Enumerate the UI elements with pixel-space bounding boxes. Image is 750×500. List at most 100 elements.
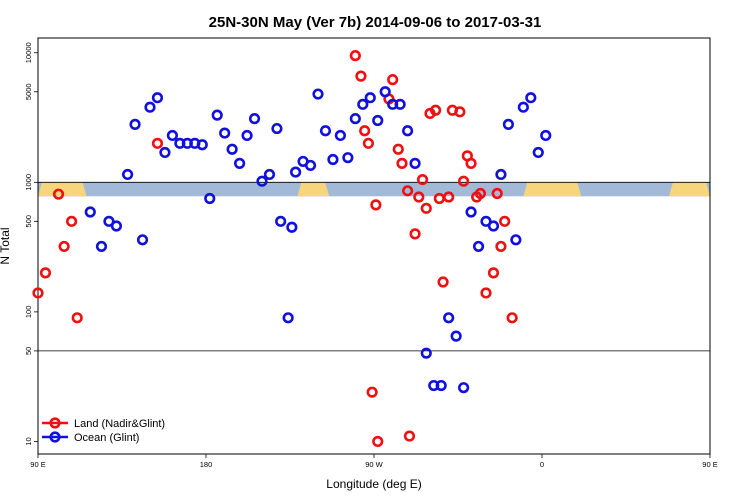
data-point-s0-33 xyxy=(465,157,477,169)
data-point-s0-41 xyxy=(506,312,518,324)
data-point-s1-24 xyxy=(271,122,283,135)
data-point-s0-36 xyxy=(480,287,492,299)
chart-title: 25N-30N May (Ver 7b) 2014-09-06 to 2017-… xyxy=(209,14,542,31)
data-point-s1-51 xyxy=(465,206,477,218)
data-point-s0-37 xyxy=(487,267,500,279)
y-axis-label: N Total xyxy=(0,227,12,264)
x-axis-label: Longitude (deg E) xyxy=(326,477,421,491)
data-point-s1-6 xyxy=(136,234,149,246)
data-point-s0-4 xyxy=(65,215,78,227)
data-point-s0-31 xyxy=(458,175,470,187)
data-point-s0-39 xyxy=(495,240,507,253)
data-point-s0-6 xyxy=(151,137,164,149)
data-point-s1-22 xyxy=(256,175,268,187)
data-point-s1-50 xyxy=(458,382,470,394)
data-point-s1-30 xyxy=(304,159,317,172)
data-point-s1-0 xyxy=(84,206,96,218)
x-tick-label-1: 180 xyxy=(200,460,213,469)
data-point-s1-38 xyxy=(364,92,376,104)
data-point-s0-3 xyxy=(58,240,70,253)
data-point-s1-55 xyxy=(495,168,507,181)
band-land-segment-0 xyxy=(38,182,87,197)
data-point-s0-27 xyxy=(437,276,449,288)
data-point-s1-34 xyxy=(334,129,347,142)
data-point-s0-15 xyxy=(387,74,399,86)
data-point-s0-7 xyxy=(349,50,361,62)
data-point-s0-2 xyxy=(52,188,65,200)
data-band xyxy=(38,182,710,197)
data-point-s1-28 xyxy=(290,166,302,178)
data-points xyxy=(32,50,552,448)
data-point-s1-9 xyxy=(159,146,171,159)
y-tick-label-100: 100 xyxy=(24,306,33,319)
data-point-s0-38 xyxy=(491,187,503,200)
data-point-s1-60 xyxy=(532,146,544,159)
data-point-s1-36 xyxy=(349,113,361,125)
y-tick-label-5000: 5000 xyxy=(24,83,33,100)
data-point-s1-27 xyxy=(286,221,298,233)
data-point-s0-0 xyxy=(32,287,44,299)
data-point-s1-1 xyxy=(95,240,108,253)
data-point-s1-21 xyxy=(248,113,261,125)
legend-ocean-marker xyxy=(49,431,61,443)
data-point-s0-1 xyxy=(39,267,52,279)
data-point-s0-18 xyxy=(402,185,414,197)
legend-land-marker xyxy=(49,417,61,429)
band-land-segment-3 xyxy=(668,182,710,197)
data-point-s1-8 xyxy=(151,92,164,104)
legend-land-label: Land (Nadir&Glint) xyxy=(74,418,165,430)
data-point-s0-19 xyxy=(403,430,416,442)
data-point-s0-35 xyxy=(474,187,487,200)
data-point-s1-58 xyxy=(517,101,529,113)
data-point-s0-23 xyxy=(420,202,432,214)
x-tick-label-3: 0 xyxy=(540,460,544,469)
data-point-s1-14 xyxy=(196,139,208,151)
band-ocean xyxy=(38,182,710,197)
y-tick-label-10: 10 xyxy=(24,437,33,445)
data-point-s1-4 xyxy=(121,168,134,181)
data-point-s1-16 xyxy=(211,109,223,121)
data-point-s1-42 xyxy=(394,98,406,110)
data-point-s1-17 xyxy=(219,127,231,139)
data-point-s1-56 xyxy=(502,118,515,130)
data-point-s1-5 xyxy=(129,118,141,130)
legend-ocean-label: Ocean (Glint) xyxy=(74,432,139,444)
data-point-s1-40 xyxy=(379,86,391,98)
data-point-s1-31 xyxy=(312,88,324,100)
data-point-s1-10 xyxy=(166,129,178,142)
data-point-s0-21 xyxy=(413,191,425,203)
data-point-s0-5 xyxy=(71,312,83,324)
data-point-s1-19 xyxy=(234,157,246,169)
y-tick-label-10000: 10000 xyxy=(24,42,33,63)
data-point-s0-25 xyxy=(430,104,442,116)
data-point-s1-33 xyxy=(327,153,339,166)
data-point-s0-28 xyxy=(443,191,455,203)
y-tick-label-500: 500 xyxy=(24,215,33,228)
data-point-s1-59 xyxy=(525,92,537,104)
data-point-s0-20 xyxy=(409,228,421,240)
reference-lines xyxy=(38,181,710,352)
data-point-s1-32 xyxy=(319,125,332,137)
data-point-s0-8 xyxy=(355,70,367,82)
data-point-s1-15 xyxy=(204,192,216,205)
data-point-s1-35 xyxy=(342,152,354,164)
data-point-s1-43 xyxy=(402,125,414,137)
data-point-s1-48 xyxy=(443,312,455,324)
x-tick-label-0: 90 E xyxy=(30,460,45,469)
data-point-s1-45 xyxy=(420,347,432,359)
x-tick-label-4: 90 E xyxy=(702,460,717,469)
x-tick-label-2: 90 W xyxy=(365,460,383,469)
data-point-s1-61 xyxy=(540,129,552,142)
data-point-s1-3 xyxy=(110,220,122,232)
data-point-s1-25 xyxy=(275,215,287,227)
x-axis: 90 E 180 90 W 0 90 E xyxy=(30,454,718,469)
data-point-s1-52 xyxy=(472,240,485,253)
legend: Land (Nadir&Glint) Ocean (Glint) xyxy=(42,417,165,444)
y-tick-label-1000: 1000 xyxy=(24,174,33,191)
data-point-s1-37 xyxy=(357,98,369,110)
data-point-s1-49 xyxy=(450,330,462,342)
band-land-segment-1 xyxy=(297,182,330,197)
data-point-s0-22 xyxy=(416,173,429,186)
data-point-s1-39 xyxy=(372,114,384,127)
data-point-s1-47 xyxy=(435,379,447,392)
